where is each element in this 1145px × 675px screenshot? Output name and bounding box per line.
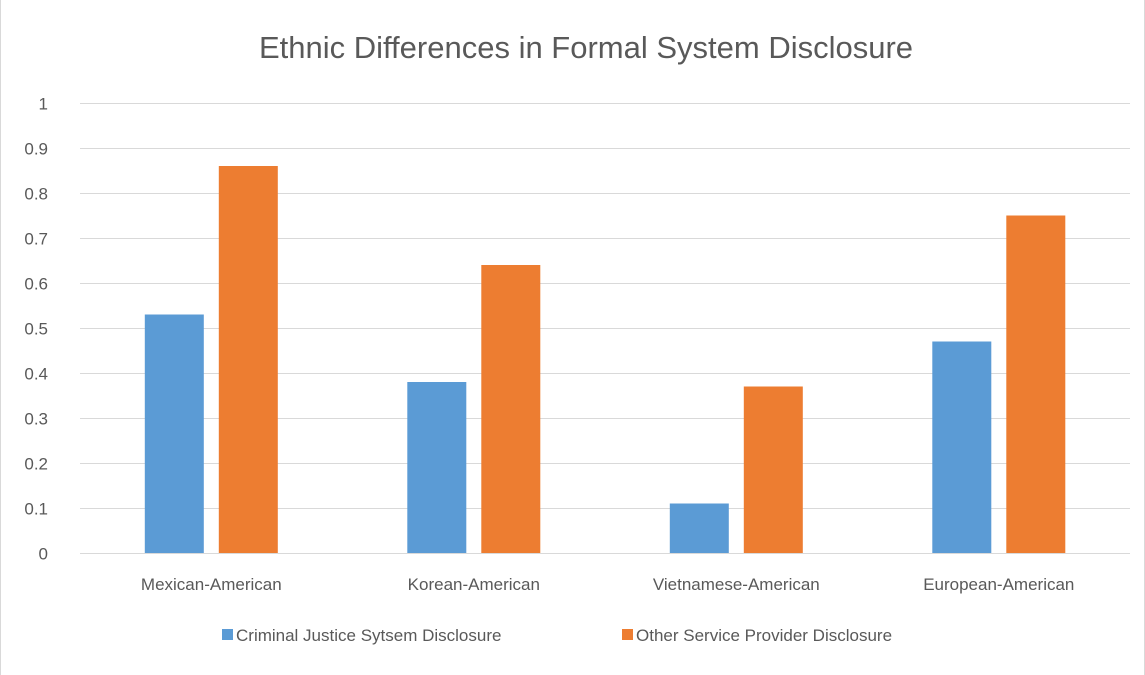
bar-criminal-justice-3 xyxy=(669,503,729,553)
y-tick-label: 0.5 xyxy=(24,320,48,339)
chart-title: Ethnic Differences in Formal System Disc… xyxy=(259,30,913,65)
legend-swatch xyxy=(622,629,633,640)
bars xyxy=(144,166,1066,553)
y-tick-label: 1 xyxy=(39,95,48,114)
legend-label: Criminal Justice Sytsem Disclosure xyxy=(236,626,501,645)
x-category-label: European-American xyxy=(923,575,1074,594)
x-category-label: Mexican-American xyxy=(141,575,282,594)
bar-criminal-justice-1 xyxy=(144,314,204,553)
y-tick-label: 0.8 xyxy=(24,185,48,204)
y-tick-label: 0.4 xyxy=(24,365,48,384)
y-tick-label: 0.7 xyxy=(24,230,48,249)
bar-criminal-justice-4 xyxy=(932,341,992,553)
y-tick-label: 0.1 xyxy=(24,500,48,519)
x-category-label: Vietnamese-American xyxy=(653,575,820,594)
bar-other-service-3 xyxy=(743,386,803,553)
y-tick-label: 0.3 xyxy=(24,410,48,429)
bar-criminal-justice-2 xyxy=(407,382,467,553)
y-axis-ticks: 0 0.1 0.2 0.3 0.4 0.5 0.6 0.7 0.8 0.9 1 xyxy=(24,95,48,564)
x-category-label: Korean-American xyxy=(408,575,540,594)
legend-label: Other Service Provider Disclosure xyxy=(636,626,892,645)
x-axis-categories: Mexican-American Korean-American Vietnames… xyxy=(141,575,1074,594)
legend-swatch xyxy=(222,629,233,640)
legend: Criminal Justice Sytsem Disclosure Other … xyxy=(222,626,892,645)
bar-other-service-2 xyxy=(481,265,541,553)
y-tick-label: 0 xyxy=(39,545,48,564)
bar-other-service-4 xyxy=(1006,215,1066,553)
y-tick-label: 0.2 xyxy=(24,455,48,474)
y-tick-label: 0.9 xyxy=(24,140,48,159)
bar-other-service-1 xyxy=(218,166,278,553)
y-tick-label: 0.6 xyxy=(24,275,48,294)
